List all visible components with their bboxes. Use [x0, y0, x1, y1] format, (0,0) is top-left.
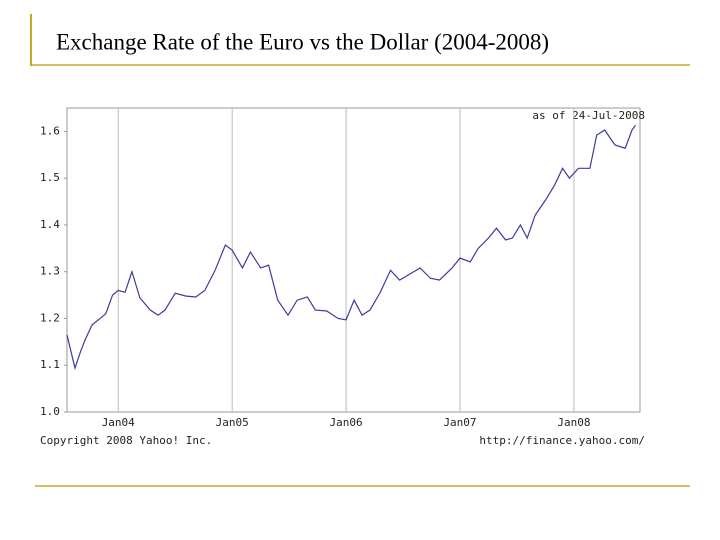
- y-tick-label: 1.6: [40, 124, 60, 137]
- annotation: Copyright 2008 Yahoo! Inc.: [40, 434, 212, 447]
- x-tick-label: Jan08: [557, 416, 590, 429]
- y-tick-label: 1.4: [40, 218, 60, 231]
- x-tick-label: Jan07: [443, 416, 476, 429]
- y-tick-label: 1.3: [40, 265, 60, 278]
- y-tick-label: 1.2: [40, 311, 60, 324]
- x-tick-label: Jan05: [216, 416, 249, 429]
- y-tick-label: 1.5: [40, 171, 60, 184]
- x-tick-label: Jan06: [330, 416, 363, 429]
- series-line: [66, 124, 636, 371]
- plot-frame: [66, 107, 641, 413]
- chart-title: Exchange Rate of the Euro vs the Dollar …: [56, 29, 549, 54]
- subtitle: as of 24-Jul-2008: [532, 109, 645, 122]
- x-tick-label: Jan04: [102, 416, 135, 429]
- annotation: http://finance.yahoo.com/: [479, 434, 645, 447]
- y-tick-label: 1.0: [40, 405, 60, 418]
- y-tick-label: 1.1: [40, 358, 60, 371]
